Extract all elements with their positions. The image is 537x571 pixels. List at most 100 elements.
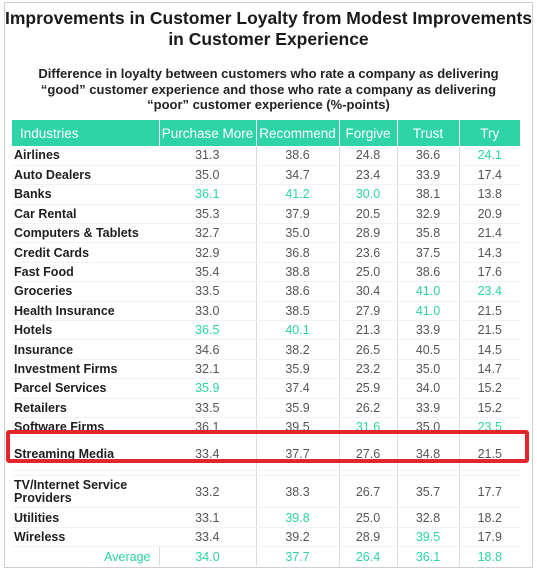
- industry-name: Parcel Services: [12, 378, 159, 399]
- value-cell: 34.6: [159, 339, 257, 360]
- value-cell: 40.5: [397, 339, 460, 360]
- table-row: Wireless 33.4 39.2 28.9 39.5 17.9: [12, 527, 520, 548]
- value-cell: 37.7: [256, 436, 340, 472]
- value-cell: 21.5: [459, 320, 520, 341]
- value-cell: 23.4: [339, 165, 398, 186]
- value-cell: 30.4: [339, 281, 398, 302]
- value-cell: 37.5: [397, 242, 460, 263]
- value-cell: 34.8: [397, 436, 460, 472]
- value-cell: 41.0: [397, 281, 460, 302]
- table-row: Software Firms 36.1 39.5 31.6 35.0 23.5: [12, 417, 520, 438]
- value-cell: [159, 470, 257, 477]
- value-cell: [459, 470, 520, 477]
- value-cell: 33.4: [159, 436, 257, 472]
- value-cell: 25.0: [339, 507, 398, 528]
- column-header: Trust: [397, 120, 460, 146]
- industry-name: Airlines: [12, 146, 159, 166]
- value-cell: 35.9: [159, 378, 257, 399]
- industry-name: Insurance: [12, 339, 159, 360]
- table-row: Groceries 33.5 38.6 30.4 41.0 23.4: [12, 281, 520, 302]
- table-row: Hotels 36.5 40.1 21.3 33.9 21.5: [12, 320, 520, 341]
- table-row: Car Rental 35.3 37.9 20.5 32.9 20.9: [12, 204, 520, 225]
- value-cell: 38.6: [256, 281, 340, 302]
- value-cell: 26.5: [339, 339, 398, 360]
- value-cell: 18.2: [459, 507, 520, 528]
- value-cell: 21.5: [459, 301, 520, 322]
- value-cell: 36.1: [159, 184, 257, 205]
- value-cell: 32.7: [159, 223, 257, 244]
- value-cell: 35.0: [397, 417, 460, 438]
- value-cell: 39.8: [256, 507, 340, 528]
- table-row: Banks 36.1 41.2 30.0 38.1 13.8: [12, 184, 520, 205]
- value-cell: [256, 470, 340, 477]
- value-cell: 15.2: [459, 398, 520, 418]
- value-cell: 20.5: [339, 204, 398, 225]
- value-cell: 33.5: [159, 398, 257, 418]
- value-cell: 36.8: [256, 242, 340, 263]
- value-cell: 41.2: [256, 184, 340, 205]
- industry-name: Health Insurance: [12, 301, 159, 322]
- industry-name: Software Firms: [12, 417, 159, 438]
- industry-name: Fast Food: [12, 262, 159, 283]
- value-cell: 35.0: [256, 223, 340, 244]
- value-cell: 17.7: [459, 475, 520, 509]
- value-cell: 23.6: [339, 242, 398, 263]
- column-header: Recommend: [256, 120, 340, 146]
- value-cell: 21.5: [459, 436, 520, 472]
- value-cell: 33.2: [159, 475, 257, 509]
- value-cell: 24.1: [459, 146, 520, 166]
- value-cell: 28.9: [339, 223, 398, 244]
- chart-title: Improvements in Customer Loyalty from Mo…: [4, 8, 533, 49]
- value-cell: [339, 470, 398, 477]
- table-row: Insurance 34.6 38.2 26.5 40.5 14.5: [12, 339, 520, 360]
- average-value: 18.8: [477, 549, 502, 564]
- table-row: Airlines 31.3 38.6 24.8 36.6 24.1: [12, 146, 520, 166]
- value-cell: 38.3: [256, 475, 340, 509]
- table-row: Health Insurance 33.0 38.5 27.9 41.0 21.5: [12, 301, 520, 322]
- loyalty-table: Industries Purchase More Recommend Forgi…: [12, 120, 520, 567]
- value-cell: 33.4: [159, 527, 257, 548]
- value-cell: 14.7: [459, 359, 520, 380]
- value-cell: 26.2: [339, 398, 398, 418]
- value-cell: 36.1: [159, 417, 257, 438]
- industry-name: Retailers: [12, 398, 159, 418]
- value-cell: 38.1: [397, 184, 460, 205]
- value-cell: 38.2: [256, 339, 340, 360]
- industry-name: Utilities: [12, 507, 159, 528]
- industry-name: Investment Firms: [12, 359, 159, 380]
- value-cell: 33.9: [397, 165, 460, 186]
- value-cell: 35.0: [397, 359, 460, 380]
- value-cell: 35.9: [256, 398, 340, 418]
- value-cell: 33.9: [397, 320, 460, 341]
- value-cell: 31.3: [159, 146, 257, 166]
- value-cell: 14.5: [459, 339, 520, 360]
- value-cell: 35.8: [397, 223, 460, 244]
- value-cell: 40.1: [256, 320, 340, 341]
- value-cell: 24.8: [339, 146, 398, 166]
- industry-name: Hotels: [12, 320, 159, 341]
- average-value: 37.7: [256, 546, 340, 567]
- value-cell: 23.4: [459, 281, 520, 302]
- value-cell: 35.0: [159, 165, 257, 186]
- value-cell: 38.5: [256, 301, 340, 322]
- value-cell: 25.9: [339, 378, 398, 399]
- value-cell: 37.9: [256, 204, 340, 225]
- value-cell: 14.3: [459, 242, 520, 263]
- average-label: Average: [12, 546, 160, 567]
- table-row: Streaming Media 33.4 37.7 27.6 34.8 21.5: [12, 436, 520, 472]
- value-cell: 35.7: [397, 475, 460, 509]
- value-cell: 30.0: [339, 184, 398, 205]
- value-cell: 28.9: [339, 527, 398, 548]
- value-cell: 38.8: [256, 262, 340, 283]
- industry-name: TV/Internet Service Providers: [12, 475, 159, 509]
- chart-subtitle: Difference in loyalty between customers …: [38, 66, 499, 112]
- value-cell: 32.1: [159, 359, 257, 380]
- value-cell: 23.5: [459, 417, 520, 438]
- industry-name: Wireless: [12, 527, 159, 548]
- value-cell: 21.3: [339, 320, 398, 341]
- column-header: Forgive: [339, 120, 398, 146]
- value-cell: 39.5: [256, 417, 340, 438]
- value-cell: 33.5: [159, 281, 257, 302]
- table-body: Airlines 31.3 38.6 24.8 36.6 24.1 Auto Dealers…: [12, 146, 520, 567]
- value-cell: 35.9: [256, 359, 340, 380]
